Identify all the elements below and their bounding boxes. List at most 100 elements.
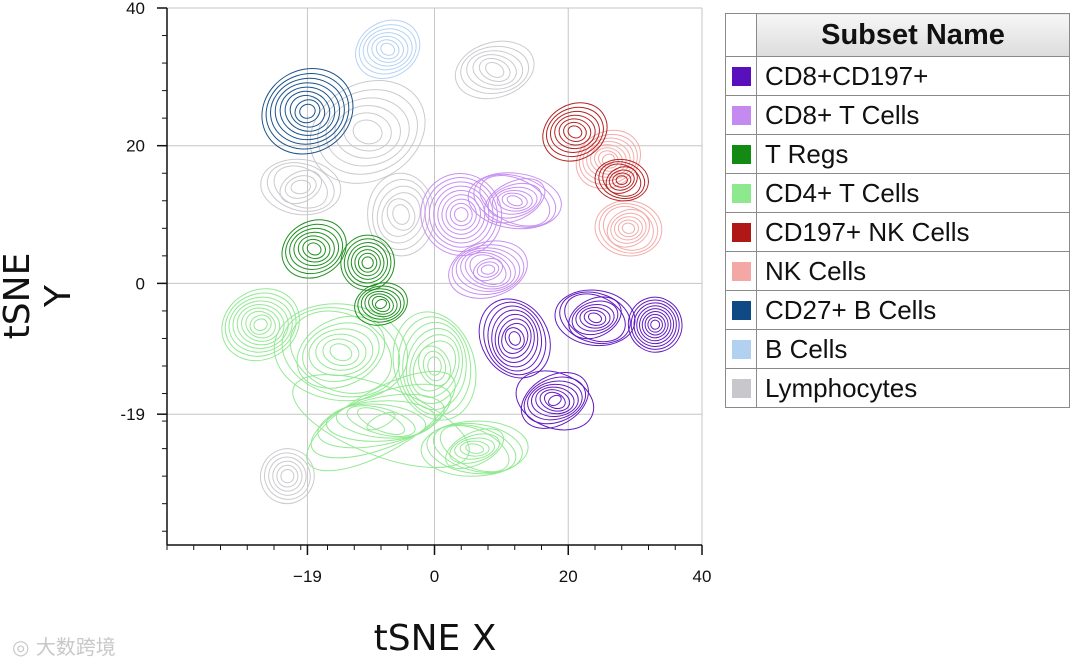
contour-ring	[367, 172, 436, 257]
legend-row: Lymphocytes	[725, 368, 1070, 408]
contour-ring	[445, 198, 477, 231]
contour-ring	[464, 252, 512, 288]
contour-ring	[563, 121, 587, 142]
legend-swatch	[731, 144, 751, 164]
contour-ring	[433, 185, 490, 244]
contour-ring	[472, 54, 517, 86]
contour-ring	[335, 403, 427, 439]
contour-ring	[590, 144, 627, 175]
contour-ring	[325, 97, 410, 167]
contour-ring	[426, 422, 523, 475]
contour-ring	[317, 393, 445, 449]
x-axis-label: tSNE X	[373, 618, 497, 659]
contour-ring	[491, 186, 538, 215]
contour-ring	[579, 306, 611, 329]
contour-ring	[381, 192, 421, 237]
contour-ring	[530, 383, 579, 418]
contour-ring	[315, 333, 367, 371]
contour-ring	[501, 322, 529, 355]
contour-ring	[272, 460, 303, 492]
contour-ring	[485, 61, 505, 78]
contour-ring	[460, 249, 516, 290]
contour-ring	[355, 19, 421, 79]
legend-swatch-cell	[725, 56, 757, 96]
x-tick-label: 0	[430, 567, 439, 586]
contour-ring	[260, 448, 315, 505]
contour-ring	[273, 165, 328, 209]
contour-ring	[428, 181, 494, 248]
contour-ring	[610, 212, 647, 244]
contour-ring	[422, 350, 447, 382]
legend-header-blank	[725, 13, 757, 57]
contour-ring	[386, 198, 416, 231]
legend-swatch	[731, 300, 751, 320]
y-tick-label: 20	[126, 137, 145, 156]
legend-swatch	[731, 261, 751, 281]
contour-ring	[264, 452, 311, 500]
axes: −19 0 20 40 -19 0 20 40	[120, 0, 711, 586]
contour-layers	[221, 19, 683, 505]
contour-ring	[261, 68, 354, 155]
contour-ring	[601, 153, 615, 166]
contour-ring	[476, 261, 500, 278]
contour-series-cd8-cd197-	[478, 289, 683, 431]
contour-ring	[285, 223, 344, 275]
contour-ring	[297, 235, 331, 263]
contour-ring	[454, 207, 469, 222]
contour-ring	[608, 169, 635, 191]
contour-series-nk-cells	[575, 129, 663, 257]
contour-ring	[639, 308, 672, 342]
contour-ring	[296, 315, 386, 389]
legend-swatch	[731, 222, 751, 242]
legend-label: NK Cells	[756, 251, 1070, 291]
contour-ring	[613, 216, 643, 241]
contour-ring	[459, 440, 490, 457]
legend-swatch-cell	[725, 290, 757, 330]
contour-ring	[354, 249, 381, 277]
contour-ring	[427, 356, 442, 376]
contour-ring	[588, 312, 602, 324]
contour-ring	[594, 200, 663, 257]
contour-ring	[412, 340, 457, 392]
contour-ring	[432, 424, 517, 474]
contour-ring	[274, 82, 341, 141]
legend-swatch-cell	[725, 95, 757, 135]
contour-ring	[352, 119, 383, 145]
contour-ring	[268, 456, 307, 496]
contour-ring	[375, 298, 387, 310]
contour-ring	[633, 302, 677, 347]
contour-ring	[357, 252, 378, 273]
contour-ring	[266, 162, 335, 212]
contour-ring	[612, 172, 632, 188]
contour-ring	[564, 293, 626, 343]
contour-ring	[621, 222, 636, 234]
contour-series-b-cells	[355, 19, 421, 79]
contour-ring	[602, 163, 642, 197]
contour-ring	[506, 195, 523, 207]
contour-ring	[306, 370, 456, 472]
contour-ring	[605, 166, 638, 194]
contour-ring	[641, 311, 669, 339]
contour-ring	[571, 300, 619, 336]
contour-ring	[615, 175, 628, 185]
y-tick-label: 40	[126, 0, 145, 18]
watermark-text: 大数跨境	[35, 635, 116, 659]
contour-ring	[397, 316, 472, 416]
contour-ring	[284, 175, 317, 199]
contour-ring	[376, 185, 426, 244]
contour-ring	[310, 383, 452, 459]
contour-ring	[491, 309, 539, 368]
legend-swatch-cell	[725, 368, 757, 408]
legend-swatch-cell	[725, 251, 757, 291]
contour-ring	[598, 161, 646, 200]
contour-ring	[347, 242, 388, 284]
contour-ring	[279, 169, 322, 205]
contour-ring	[357, 285, 405, 323]
contour-ring	[371, 35, 404, 63]
contour-ring	[420, 420, 529, 477]
contour-ring	[483, 301, 547, 376]
legend-swatch	[731, 183, 751, 203]
contour-ring	[405, 327, 464, 405]
watermark: ◎ 大数跨境	[12, 635, 116, 659]
x-tick-label: 40	[693, 567, 712, 586]
